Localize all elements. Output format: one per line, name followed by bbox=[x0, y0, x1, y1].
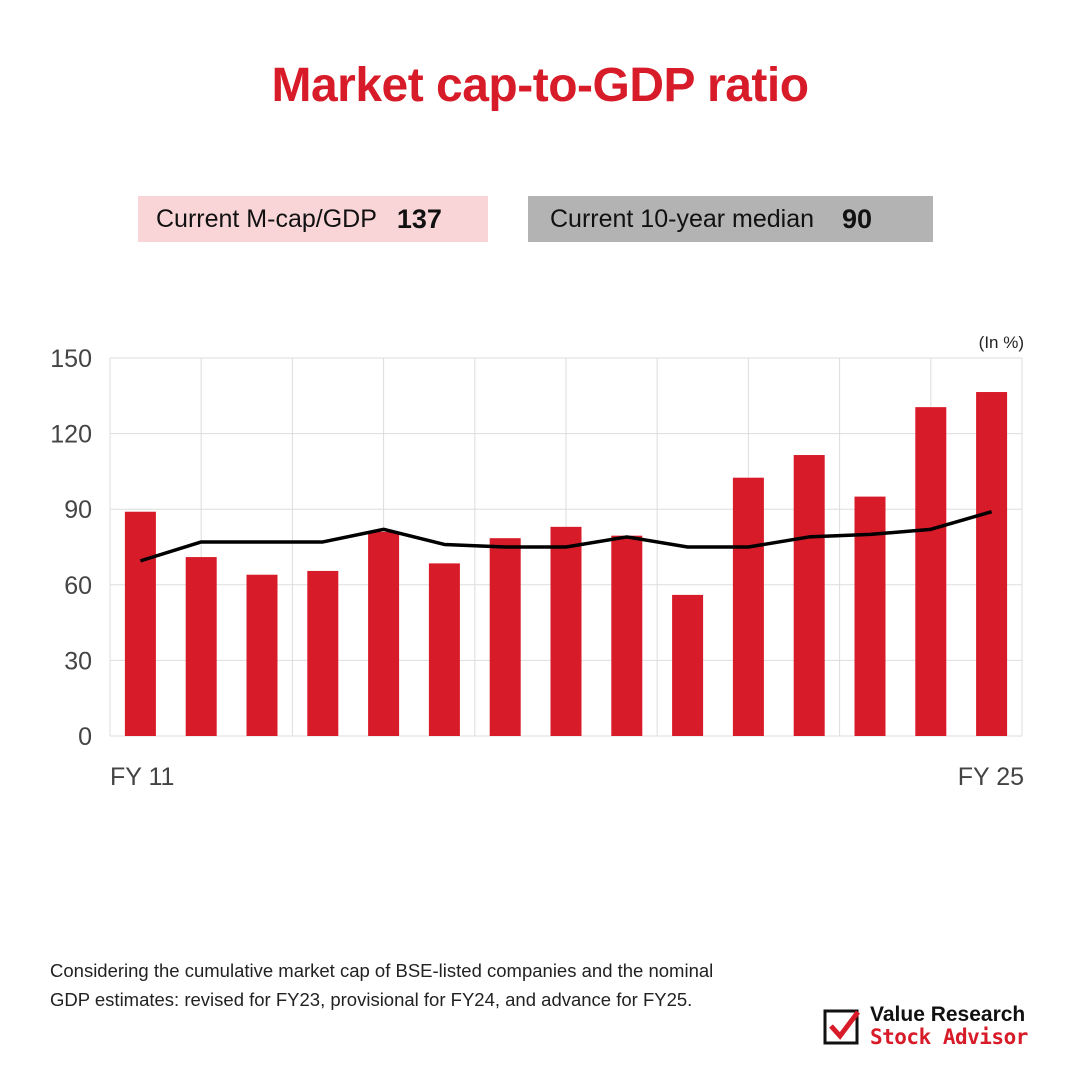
bar bbox=[124, 511, 156, 736]
bar bbox=[550, 526, 582, 736]
bar bbox=[672, 594, 704, 736]
footnote: Considering the cumulative market cap of… bbox=[50, 960, 714, 1010]
y-tick-label: 150 bbox=[50, 345, 92, 373]
median-line bbox=[139, 510, 993, 563]
chart-title: Market cap-to-GDP ratio bbox=[271, 59, 809, 112]
bar bbox=[915, 407, 947, 736]
y-tick-label: 120 bbox=[50, 421, 92, 449]
checkmark-box-icon bbox=[823, 1009, 860, 1045]
bar bbox=[185, 557, 217, 736]
brand-logo: Value Research Stock Advisor bbox=[822, 1004, 1028, 1048]
bar bbox=[368, 531, 400, 736]
ten-year-median-badge: Current 10-year median 90 bbox=[528, 196, 933, 242]
bar bbox=[489, 538, 521, 736]
bar bbox=[976, 392, 1008, 736]
current-mcap-gdp-value: 137 bbox=[396, 203, 442, 234]
y-tick-label: 60 bbox=[64, 572, 92, 600]
bar bbox=[611, 535, 643, 736]
bar bbox=[246, 574, 278, 736]
unit-label: (In %) bbox=[979, 333, 1024, 352]
y-tick-label: 0 bbox=[78, 723, 92, 751]
ten-year-median-value: 90 bbox=[842, 203, 873, 234]
y-tick-label: 30 bbox=[64, 647, 92, 675]
bar bbox=[428, 563, 460, 736]
y-tick-label: 90 bbox=[64, 496, 92, 524]
bar bbox=[307, 570, 339, 736]
x-tick-label: FY 11 bbox=[110, 763, 174, 791]
current-mcap-gdp-badge: Current M-cap/GDP 137 bbox=[138, 196, 488, 242]
brand-product: Stock Advisor bbox=[870, 1025, 1028, 1049]
ten-year-median-label: Current 10-year median bbox=[550, 204, 815, 233]
bar bbox=[732, 477, 764, 736]
current-mcap-gdp-label: Current M-cap/GDP bbox=[156, 204, 377, 233]
x-tick-label: FY 25 bbox=[958, 763, 1024, 791]
bar bbox=[793, 455, 825, 736]
brand-name: Value Research bbox=[870, 1003, 1026, 1026]
